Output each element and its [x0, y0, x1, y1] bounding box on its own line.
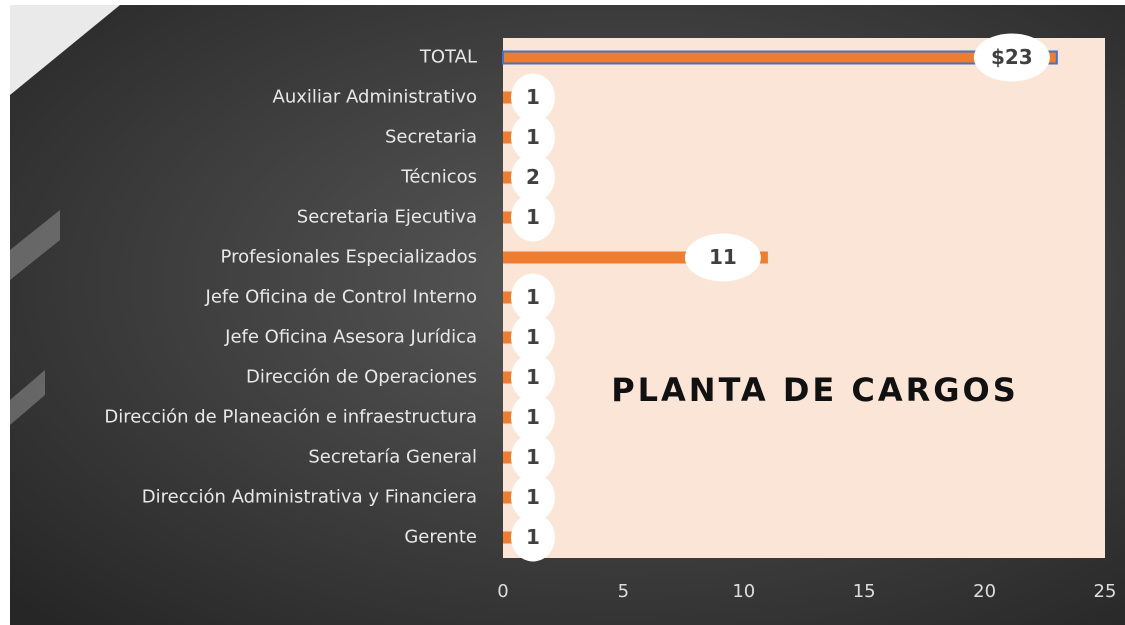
y-tick-label: Dirección de Operaciones	[246, 367, 477, 388]
label-bubble	[511, 313, 555, 362]
x-tick-label: 25	[1094, 581, 1117, 602]
label-bubble	[973, 33, 1050, 82]
x-tick-label: 0	[497, 581, 508, 602]
label-bubble	[511, 113, 555, 162]
value-label: 1	[526, 525, 540, 549]
y-tick-label: TOTAL	[419, 47, 477, 68]
value-label: 1	[526, 325, 540, 349]
y-tick-label: Jefe Oficina de Control Interno	[205, 287, 477, 308]
plot-area	[503, 38, 1105, 558]
y-tick-label: Gerente	[404, 527, 477, 548]
value-label: 1	[526, 445, 540, 469]
label-bubble	[511, 393, 555, 442]
decor	[10, 210, 60, 280]
x-tick-label: 10	[732, 581, 755, 602]
value-label: 1	[526, 125, 540, 149]
label-bubble	[511, 273, 555, 322]
value-label: 1	[526, 205, 540, 229]
value-label: 1	[526, 405, 540, 429]
y-tick-label: Secretaria	[385, 127, 477, 148]
y-tick-label: Técnicos	[400, 167, 477, 188]
label-bubble	[511, 513, 555, 562]
y-tick-label: Secretaria Ejecutiva	[297, 207, 477, 228]
x-tick-label: 5	[618, 581, 629, 602]
decor	[10, 370, 45, 425]
label-bubble	[511, 353, 555, 402]
value-label: 1	[526, 85, 540, 109]
label-bubble	[511, 153, 555, 202]
decor	[10, 5, 120, 95]
y-tick-label: Profesionales Especializados	[221, 247, 477, 268]
value-label: 1	[526, 365, 540, 389]
value-label: 2	[526, 165, 540, 189]
y-tick-label: Secretaría General	[308, 447, 477, 468]
y-tick-label: Jefe Oficina Asesora Jurídica	[224, 327, 477, 348]
value-label: 1	[526, 485, 540, 509]
y-tick-label: Dirección de Planeación e infraestructur…	[104, 407, 477, 428]
label-bubble	[684, 233, 761, 282]
label-bubble	[511, 473, 555, 522]
label-bubble	[511, 73, 555, 122]
chart-title: PLANTA DE CARGOS	[611, 371, 1019, 409]
y-tick-label: Auxiliar Administrativo	[273, 87, 478, 108]
x-tick-label: 15	[853, 581, 876, 602]
x-tick-label: 20	[973, 581, 996, 602]
bar	[502, 50, 1058, 65]
value-label: 11	[709, 245, 737, 269]
label-bubble	[511, 193, 555, 242]
label-bubble	[511, 433, 555, 482]
value-label: 1	[526, 285, 540, 309]
value-label: $23	[991, 45, 1033, 69]
y-tick-label: Dirección Administrativa y Financiera	[142, 487, 477, 508]
